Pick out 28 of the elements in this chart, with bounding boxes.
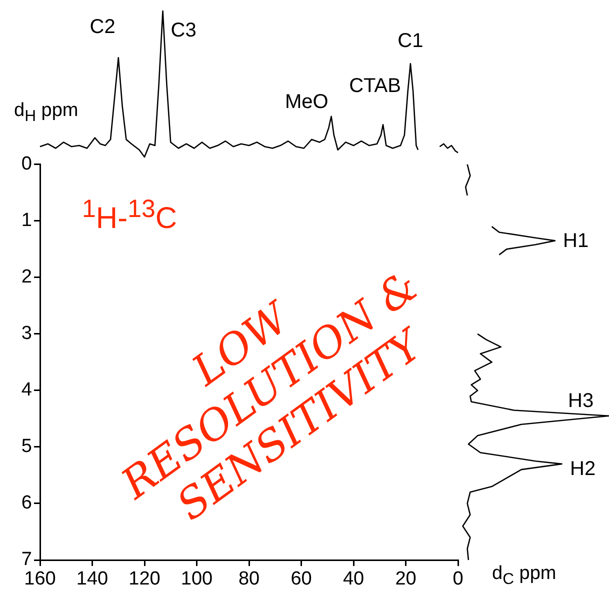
annotation: CTAB	[349, 75, 401, 98]
x-axis-title: d$_{C}$ ppm	[492, 563, 556, 589]
y-tick-label: 2	[21, 266, 32, 288]
annotation: C1	[398, 30, 424, 52]
x-tick-label: 100	[180, 568, 213, 589]
annotation: MeO	[284, 90, 328, 113]
y-axis-title: d$_{H}$ ppm	[14, 100, 78, 126]
annotation: H3	[568, 390, 594, 413]
x-tick-label: 20	[395, 568, 416, 589]
x-tick-label: 60	[290, 568, 312, 589]
annotation: C2	[90, 16, 116, 38]
annotation: C3	[170, 20, 196, 42]
annotation: $^{1}$H-$^{13}$C	[82, 195, 178, 236]
x-tick-label: 40	[342, 568, 364, 589]
y-tick-label: 3	[21, 323, 32, 344]
y-tick-label: 5	[21, 436, 32, 458]
y-tick-label: 6	[21, 492, 32, 514]
x-tick-label: 120	[128, 568, 160, 589]
y-tick-label: 7	[21, 549, 32, 570]
annotation: H1	[563, 230, 589, 253]
y-tick-label: 0	[21, 154, 32, 175]
x-tick-label: 160	[24, 568, 56, 589]
y-tick-label: 4	[21, 380, 32, 401]
y-tick-label: 1	[21, 210, 32, 232]
x-tick-label: 140	[76, 568, 108, 589]
x-tick-label: 0	[452, 568, 464, 589]
x-tick-label: 80	[238, 568, 260, 589]
annotation: H2	[570, 458, 596, 481]
